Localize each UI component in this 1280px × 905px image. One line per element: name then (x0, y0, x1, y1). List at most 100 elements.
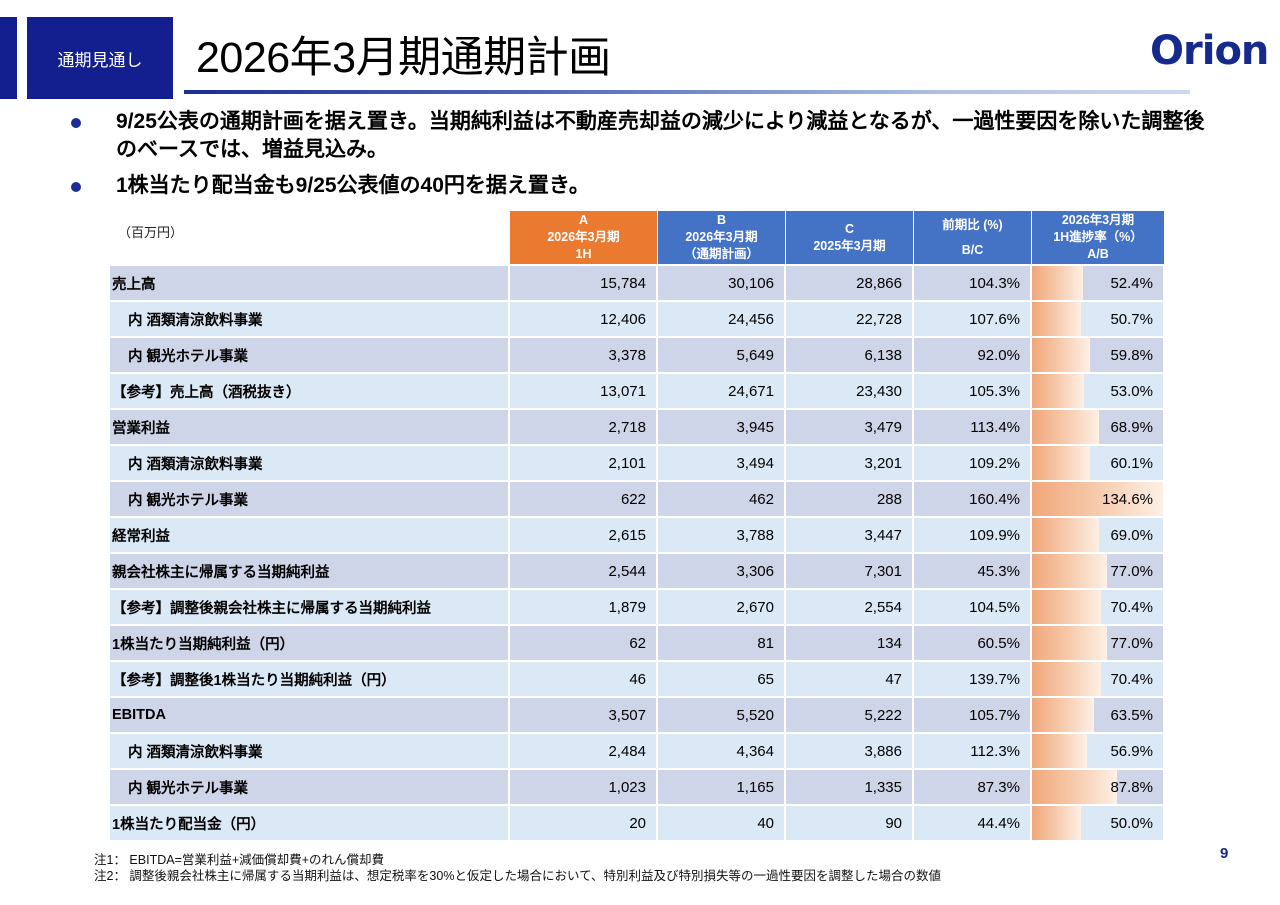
section-badge: 通期見通し (27, 17, 173, 99)
cell-a-1h: 2,615 (510, 516, 658, 552)
header-col-b-line3: （通期計画） (683, 247, 759, 261)
table-row: 【参考】売上高（酒税抜き） 13,071 24,671 23,430 105.3% 53.… (110, 372, 1165, 408)
cell-b-plan: 24,671 (658, 372, 786, 408)
header-col-c-line2: 2025年3月期 (813, 238, 886, 253)
cell-progress: 77.0% (1032, 624, 1165, 660)
table-row: 【参考】調整後親会社株主に帰属する当期純利益 1,879 2,670 2,554 104… (110, 588, 1165, 624)
orion-logo: Orion (1150, 28, 1269, 74)
progress-data-bar (1032, 338, 1091, 372)
header-col-progress: 2026年3月期 1H進捗率（%） A/B (1032, 211, 1165, 264)
cell-a-1h: 2,544 (510, 552, 658, 588)
cell-a-1h: 13,071 (510, 372, 658, 408)
cell-a-1h: 46 (510, 660, 658, 696)
cell-a-1h: 12,406 (510, 300, 658, 336)
cell-yoy-ratio: 113.4% (914, 408, 1032, 444)
header-col-ratio: 前期比 (%) B/C (914, 211, 1032, 264)
cell-b-plan: 81 (658, 624, 786, 660)
row-label: 【参考】調整後1株当たり当期純利益（円） (110, 660, 510, 696)
cell-c-prior: 6,138 (786, 336, 914, 372)
cell-b-plan: 24,456 (658, 300, 786, 336)
progress-value: 134.6% (1102, 490, 1153, 508)
table-row: 経常利益 2,615 3,788 3,447 109.9% 69.0% (110, 516, 1165, 552)
row-label: 営業利益 (110, 408, 510, 444)
row-label: 親会社株主に帰属する当期純利益 (110, 552, 510, 588)
table-row: 内 観光ホテル事業 3,378 5,649 6,138 92.0% 59.8% (110, 336, 1165, 372)
header-col-a-line3: 1H (575, 247, 592, 261)
row-label: 内 酒類清涼飲料事業 (110, 732, 510, 768)
table-body: 売上高 15,784 30,106 28,866 104.3% 52.4% 内 酒類清涼飲料… (110, 264, 1165, 840)
table-row: 【参考】調整後1株当たり当期純利益（円） 46 65 47 139.7% 70.4% (110, 660, 1165, 696)
footnote-1: 注1： EBITDA=営業利益+減価償却費+のれん償却費 (94, 853, 384, 867)
table-row: 内 酒類清涼飲料事業 2,484 4,364 3,886 112.3% 56.9% (110, 732, 1165, 768)
progress-data-bar (1032, 734, 1088, 768)
progress-value: 69.0% (1110, 526, 1153, 544)
cell-b-plan: 2,670 (658, 588, 786, 624)
cell-yoy-ratio: 104.3% (914, 264, 1032, 300)
cell-progress: 87.8% (1032, 768, 1165, 804)
cell-b-plan: 3,306 (658, 552, 786, 588)
progress-value: 52.4% (1110, 274, 1153, 292)
cell-c-prior: 3,886 (786, 732, 914, 768)
progress-value: 60.1% (1110, 454, 1153, 472)
progress-value: 77.0% (1110, 562, 1153, 580)
cell-progress: 77.0% (1032, 552, 1165, 588)
row-label: 内 酒類清涼飲料事業 (110, 444, 510, 480)
cell-yoy-ratio: 139.7% (914, 660, 1032, 696)
cell-b-plan: 65 (658, 660, 786, 696)
bullet-text: 9/25公表の通期計画を据え置き。当期純利益は不動産売却益の減少により減益となる… (116, 110, 1205, 161)
cell-progress: 60.1% (1032, 444, 1165, 480)
cell-progress: 59.8% (1032, 336, 1165, 372)
cell-progress: 70.4% (1032, 588, 1165, 624)
cell-yoy-ratio: 44.4% (914, 804, 1032, 840)
table-row: 内 観光ホテル事業 1,023 1,165 1,335 87.3% 87.8% (110, 768, 1165, 804)
progress-data-bar (1032, 698, 1094, 732)
progress-value: 70.4% (1110, 598, 1153, 616)
table-row: 1株当たり当期純利益（円） 62 81 134 60.5% 77.0% (110, 624, 1165, 660)
progress-value: 59.8% (1110, 346, 1153, 364)
cell-b-plan: 4,364 (658, 732, 786, 768)
row-label: 経常利益 (110, 516, 510, 552)
cell-c-prior: 288 (786, 480, 914, 516)
page-title: 2026年3月期通期計画 (196, 34, 611, 82)
header-col-b: B 2026年3月期 （通期計画） (658, 211, 786, 264)
cell-yoy-ratio: 87.3% (914, 768, 1032, 804)
table-row: 営業利益 2,718 3,945 3,479 113.4% 68.9% (110, 408, 1165, 444)
progress-value: 50.0% (1110, 814, 1153, 832)
progress-value: 63.5% (1110, 706, 1153, 724)
title-underline (184, 90, 1190, 94)
cell-a-1h: 3,507 (510, 696, 658, 732)
cell-b-plan: 5,649 (658, 336, 786, 372)
progress-data-bar (1032, 662, 1101, 696)
cell-progress: 50.7% (1032, 300, 1165, 336)
header-col-progress-line2: 1H進捗率（%） (1053, 230, 1143, 244)
cell-yoy-ratio: 160.4% (914, 480, 1032, 516)
header-col-ratio-line3: B/C (961, 242, 984, 257)
left-accent-strip (0, 17, 17, 99)
progress-data-bar (1032, 806, 1081, 840)
bullet-text: 1株当たり配当金も9/25公表値の40円を据え置き。 (116, 174, 590, 197)
cell-progress: 56.9% (1032, 732, 1165, 768)
cell-progress: 53.0% (1032, 372, 1165, 408)
table-row: 内 酒類清涼飲料事業 2,101 3,494 3,201 109.2% 60.1% (110, 444, 1165, 480)
cell-yoy-ratio: 104.5% (914, 588, 1032, 624)
row-label: 1株当たり当期純利益（円） (110, 624, 510, 660)
cell-yoy-ratio: 60.5% (914, 624, 1032, 660)
progress-value: 87.8% (1110, 778, 1153, 796)
progress-value: 50.7% (1110, 310, 1153, 328)
cell-progress: 69.0% (1032, 516, 1165, 552)
page-number: 9 (1220, 845, 1229, 862)
progress-data-bar (1032, 266, 1083, 300)
cell-progress: 68.9% (1032, 408, 1165, 444)
forecast-table: A 2026年3月期 1H B 2026年3月期 （通期計画） C 2025年3… (110, 211, 1165, 840)
bullet-item: 1株当たり配当金も9/25公表値の40円を据え置き。 (68, 172, 1208, 200)
row-label: 内 観光ホテル事業 (110, 768, 510, 804)
table-header-row: A 2026年3月期 1H B 2026年3月期 （通期計画） C 2025年3… (110, 211, 1165, 264)
cell-b-plan: 3,945 (658, 408, 786, 444)
cell-yoy-ratio: 45.3% (914, 552, 1032, 588)
progress-data-bar (1032, 554, 1107, 588)
table-row: EBITDA 3,507 5,520 5,222 105.7% 63.5% (110, 696, 1165, 732)
header-col-a-line2: 2026年3月期 (547, 230, 620, 244)
cell-yoy-ratio: 109.9% (914, 516, 1032, 552)
unit-label: （百万円） (118, 225, 184, 240)
cell-a-1h: 1,023 (510, 768, 658, 804)
